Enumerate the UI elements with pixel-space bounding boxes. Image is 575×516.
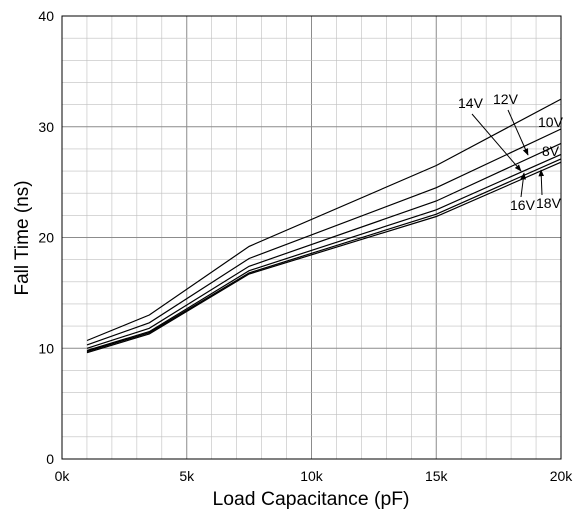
x-tick-label: 0k xyxy=(55,468,71,484)
series-line-8v xyxy=(86,98,562,342)
arrow-12v xyxy=(507,109,529,156)
series-lines xyxy=(86,98,562,354)
x-tick-label: 5k xyxy=(179,468,195,484)
series-line-14v xyxy=(86,153,562,352)
series-label-12v: 12V xyxy=(493,91,519,107)
series-line-16v xyxy=(86,158,562,353)
x-tick-label: 10k xyxy=(300,468,324,484)
series-label-8v: 8V xyxy=(542,143,560,159)
x-axis-title: Load Capacitance (pF) xyxy=(213,489,410,510)
arrow-18v xyxy=(538,169,545,196)
y-tick-label: 10 xyxy=(38,340,54,356)
y-tick-labels: 0 10 20 30 40 xyxy=(38,8,54,467)
series-line-12v xyxy=(86,142,562,349)
grid xyxy=(62,16,561,459)
series-label-18v: 18V xyxy=(536,195,562,211)
y-axis-title: Fall Time (ns) xyxy=(12,180,33,295)
plot-frame xyxy=(61,15,562,460)
series-label-16v: 16V xyxy=(510,197,536,213)
x-tick-label: 15k xyxy=(425,468,449,484)
series-line-10v xyxy=(86,128,562,346)
arrow-14v xyxy=(471,113,522,172)
series-annotations: 8V 10V 12V 14V 16V 18V xyxy=(458,91,564,213)
y-tick-label: 0 xyxy=(46,451,54,467)
y-tick-label: 20 xyxy=(38,230,54,246)
x-tick-labels: 0k 5k 10k 15k 20k xyxy=(55,468,574,484)
series-label-10v: 10V xyxy=(538,114,564,130)
x-tick-label: 20k xyxy=(550,468,574,484)
arrow-16v xyxy=(520,172,526,198)
series-line-18v xyxy=(86,161,562,354)
y-tick-label: 30 xyxy=(38,119,54,135)
y-tick-label: 40 xyxy=(38,8,54,24)
series-label-14v: 14V xyxy=(458,95,484,111)
